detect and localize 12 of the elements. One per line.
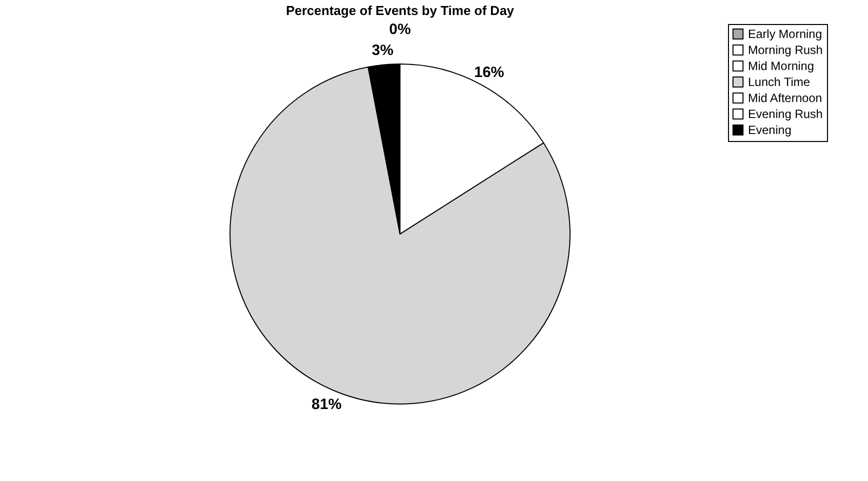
data-label: 16% xyxy=(474,64,504,81)
legend-label: Morning Rush xyxy=(748,43,823,57)
legend-label: Mid Afternoon xyxy=(748,91,822,105)
legend-label: Early Morning xyxy=(748,27,822,41)
chart-title: Percentage of Events by Time of Day xyxy=(286,3,515,18)
legend-label: Evening Rush xyxy=(748,107,823,121)
legend-label: Mid Morning xyxy=(748,59,814,73)
text: 0% xyxy=(389,21,411,38)
data-label: 81% xyxy=(312,396,342,413)
legend-label: Lunch Time xyxy=(748,75,810,89)
legend-label: Evening xyxy=(748,123,792,137)
data-label: 3% xyxy=(372,42,394,59)
